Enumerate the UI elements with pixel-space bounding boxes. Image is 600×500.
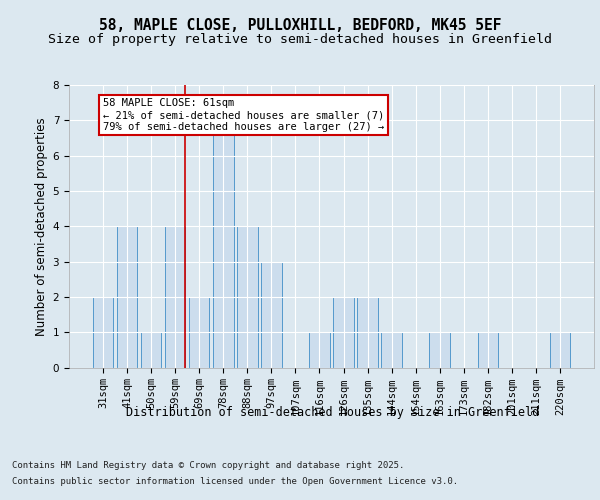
Text: Size of property relative to semi-detached houses in Greenfield: Size of property relative to semi-detach… bbox=[48, 32, 552, 46]
Bar bbox=[550, 332, 570, 368]
Bar bbox=[165, 226, 185, 368]
Y-axis label: Number of semi-detached properties: Number of semi-detached properties bbox=[35, 117, 49, 336]
Bar bbox=[382, 332, 402, 368]
Bar bbox=[141, 332, 161, 368]
Bar bbox=[430, 332, 450, 368]
Bar bbox=[237, 226, 257, 368]
Bar bbox=[213, 120, 233, 368]
Bar bbox=[117, 226, 137, 368]
Bar bbox=[309, 332, 329, 368]
Text: Contains public sector information licensed under the Open Government Licence v3: Contains public sector information licen… bbox=[12, 476, 458, 486]
Text: 58, MAPLE CLOSE, PULLOXHILL, BEDFORD, MK45 5EF: 58, MAPLE CLOSE, PULLOXHILL, BEDFORD, MK… bbox=[99, 18, 501, 32]
Text: 58 MAPLE CLOSE: 61sqm
← 21% of semi-detached houses are smaller (7)
79% of semi-: 58 MAPLE CLOSE: 61sqm ← 21% of semi-deta… bbox=[103, 98, 385, 132]
Bar bbox=[358, 297, 378, 368]
Text: Contains HM Land Registry data © Crown copyright and database right 2025.: Contains HM Land Registry data © Crown c… bbox=[12, 462, 404, 470]
Bar bbox=[189, 297, 209, 368]
Bar bbox=[478, 332, 498, 368]
Bar bbox=[93, 297, 113, 368]
Bar bbox=[334, 297, 354, 368]
Text: Distribution of semi-detached houses by size in Greenfield: Distribution of semi-detached houses by … bbox=[127, 406, 539, 419]
Bar bbox=[261, 262, 281, 368]
